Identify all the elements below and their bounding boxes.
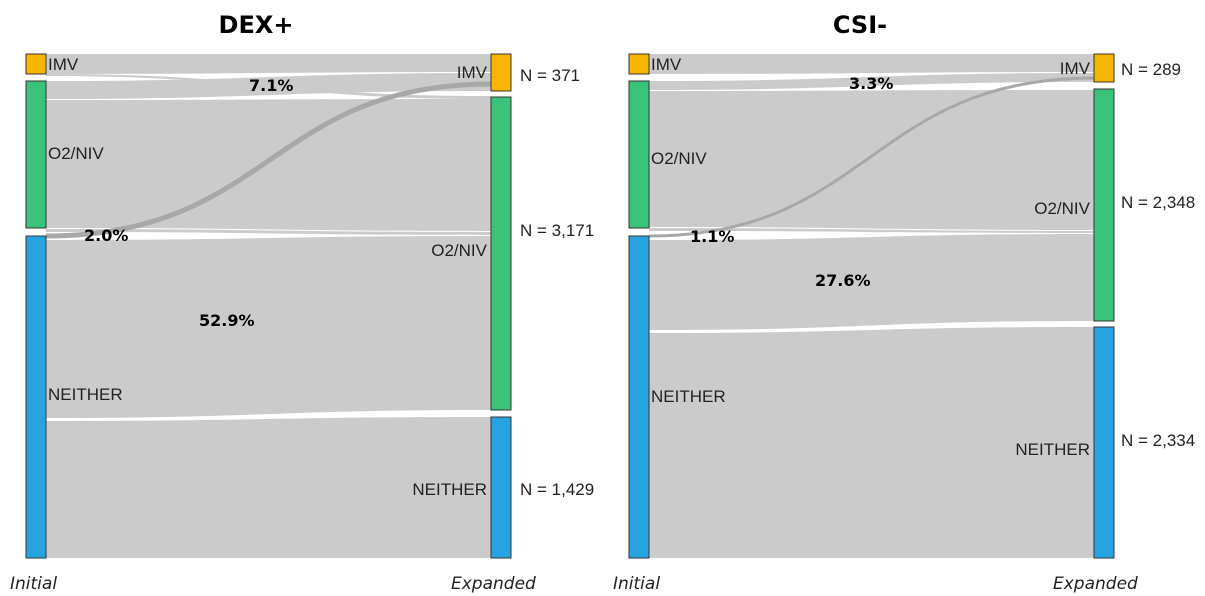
- flows: [45, 54, 492, 558]
- flow-neither-imv-highlight: [648, 76, 1095, 238]
- left-node-imv: [628, 53, 650, 75]
- panel-dex: DEX+ IMV O2/NIV NEITHER: [10, 11, 594, 594]
- panel-title: DEX+: [219, 11, 294, 39]
- left-label-neither: NEITHER: [48, 385, 123, 404]
- left-label-imv: IMV: [48, 55, 79, 74]
- count-imv: N = 371: [520, 66, 580, 85]
- right-label-neither: NEITHER: [412, 480, 487, 499]
- flow-o2niv-neither: [46, 229, 491, 235]
- flow-neither-o2niv: [649, 234, 1094, 330]
- pct-o2niv: 1.1%: [690, 227, 734, 246]
- pct-imv: 3.3%: [849, 74, 893, 93]
- pct-imv: 7.1%: [249, 76, 293, 95]
- flow-neither-o2niv: [46, 236, 491, 418]
- left-label-o2niv: O2/NIV: [651, 149, 707, 168]
- pct-neither: 52.9%: [199, 311, 255, 330]
- left-label-neither: NEITHER: [651, 387, 726, 406]
- right-node-imv: [490, 53, 512, 92]
- left-node-neither: [628, 235, 650, 559]
- count-o2niv: N = 2,348: [1121, 193, 1195, 212]
- flow-o2niv-neither: [649, 228, 1094, 233]
- count-o2niv: N = 3,171: [520, 221, 594, 240]
- flow-o2niv-imv: [649, 73, 1094, 90]
- panel-csi: CSI- IMV O2/NIV NEITHER IMV: [613, 11, 1195, 594]
- flows: [648, 54, 1095, 558]
- left-label-o2niv: O2/NIV: [48, 144, 104, 163]
- left-node-imv: [25, 53, 47, 75]
- left-label-imv: IMV: [651, 55, 682, 74]
- flow-imv-imv: [649, 54, 1094, 74]
- right-label-o2niv: O2/NIV: [431, 241, 487, 260]
- right-node-o2niv: [1093, 88, 1115, 322]
- flow-imv-imv: [46, 54, 491, 74]
- left-node-o2niv: [25, 80, 47, 229]
- flow-o2niv-o2niv: [649, 90, 1094, 230]
- axis-label-initial: Initial: [613, 574, 660, 594]
- right-label-neither: NEITHER: [1015, 440, 1090, 459]
- flow-neither-neither: [649, 327, 1094, 558]
- left-node-neither: [25, 235, 47, 559]
- count-neither: N = 2,334: [1121, 431, 1195, 450]
- count-neither: N = 1,429: [520, 480, 594, 499]
- pct-neither: 27.6%: [815, 271, 871, 290]
- axis-label-expanded: Expanded: [451, 574, 536, 594]
- right-label-imv: IMV: [457, 63, 488, 82]
- panel-title: CSI-: [833, 11, 887, 39]
- right-node-imv: [1093, 53, 1115, 83]
- flow-neither-imv-highlight: [45, 81, 492, 239]
- pct-o2niv: 2.0%: [84, 226, 128, 245]
- right-label-imv: IMV: [1060, 59, 1091, 78]
- flow-imv-o2niv: [46, 74, 491, 99]
- axis-label-initial: Initial: [10, 574, 57, 594]
- right-node-o2niv: [490, 96, 512, 411]
- flow-o2niv-o2niv: [46, 99, 491, 231]
- right-node-neither: [1093, 326, 1115, 559]
- right-node-neither: [490, 416, 512, 559]
- flow-neither-neither: [46, 417, 491, 558]
- count-imv: N = 289: [1121, 60, 1181, 79]
- right-label-o2niv: O2/NIV: [1034, 199, 1090, 218]
- left-node-o2niv: [628, 80, 650, 229]
- axis-label-expanded: Expanded: [1053, 574, 1138, 594]
